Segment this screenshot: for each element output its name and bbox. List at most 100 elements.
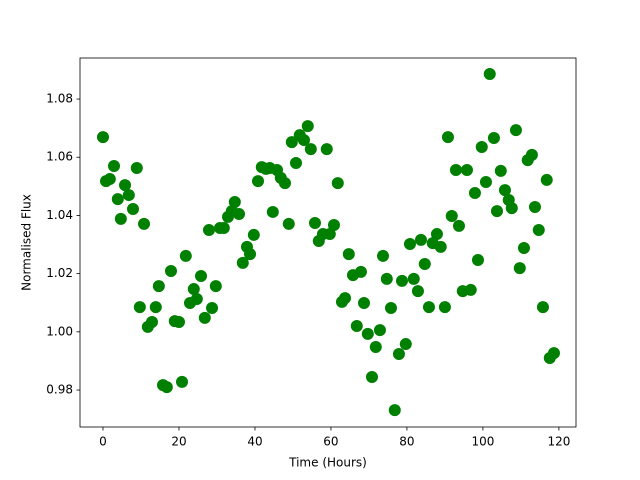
point — [320, 143, 333, 156]
point — [198, 311, 211, 324]
point — [407, 272, 420, 285]
x-tick-label: 20 — [171, 435, 186, 449]
point — [388, 404, 401, 417]
point — [445, 210, 458, 223]
point — [278, 177, 291, 190]
point — [289, 157, 302, 170]
y-tick-label: 1.04 — [46, 208, 73, 222]
point — [122, 189, 135, 202]
point — [528, 200, 541, 213]
point — [327, 219, 340, 232]
x-axis-label: Time (Hours) — [288, 456, 367, 470]
point — [449, 164, 462, 177]
point — [373, 324, 386, 337]
point — [376, 249, 389, 262]
x-tick-label: 40 — [247, 435, 262, 449]
point — [441, 131, 454, 144]
point — [452, 219, 465, 232]
point — [108, 159, 121, 172]
point — [130, 162, 143, 175]
point — [369, 340, 382, 353]
point — [304, 143, 317, 156]
point — [418, 258, 431, 271]
point — [411, 285, 424, 298]
point — [179, 249, 192, 262]
point — [301, 120, 314, 133]
y-tick-label: 1.02 — [46, 266, 73, 280]
point — [217, 221, 230, 234]
point — [119, 179, 132, 192]
point — [228, 196, 241, 209]
point — [339, 292, 352, 305]
point — [357, 297, 370, 310]
point — [487, 132, 500, 145]
point — [422, 301, 435, 314]
point — [209, 280, 222, 293]
point — [505, 202, 518, 215]
point — [392, 347, 405, 360]
point — [187, 283, 200, 296]
point — [354, 265, 367, 278]
x-tick-label: 100 — [471, 435, 494, 449]
point — [160, 381, 173, 394]
x-tick-label: 0 — [99, 435, 107, 449]
point — [498, 184, 511, 197]
point — [471, 253, 484, 266]
point — [103, 173, 116, 186]
point — [513, 262, 526, 275]
point — [460, 164, 473, 177]
point — [361, 327, 374, 340]
point — [266, 205, 279, 218]
point — [202, 223, 215, 236]
point — [323, 228, 336, 241]
point — [395, 274, 408, 287]
point — [342, 248, 355, 261]
point — [285, 136, 298, 149]
point — [468, 187, 481, 200]
point — [540, 173, 553, 186]
point — [494, 164, 507, 177]
point — [138, 217, 151, 230]
x-tick-label: 60 — [323, 435, 338, 449]
point — [464, 283, 477, 296]
y-tick-label: 1.06 — [46, 150, 73, 164]
point — [475, 141, 488, 154]
point — [479, 175, 492, 188]
point — [380, 272, 393, 285]
y-axis-label: Normalised Flux — [20, 194, 34, 291]
point — [532, 223, 545, 236]
point — [251, 175, 264, 188]
point — [244, 248, 257, 261]
point — [96, 131, 109, 144]
point — [399, 338, 412, 351]
point — [111, 193, 124, 206]
point — [434, 240, 447, 253]
y-tick-label: 0.98 — [46, 383, 73, 397]
point — [145, 315, 158, 328]
point — [414, 233, 427, 246]
point — [430, 228, 443, 241]
point — [195, 269, 208, 282]
point — [133, 301, 146, 314]
point — [308, 217, 321, 230]
plot-frame — [79, 57, 577, 428]
point — [536, 301, 549, 314]
point — [176, 375, 189, 388]
point — [517, 242, 530, 255]
point — [152, 280, 165, 293]
x-tick-label: 80 — [399, 435, 414, 449]
point — [384, 301, 397, 314]
point — [403, 237, 416, 250]
point — [525, 148, 538, 161]
point — [190, 292, 203, 305]
point — [297, 134, 310, 147]
x-tick-label: 120 — [547, 435, 570, 449]
point — [206, 301, 219, 314]
point — [247, 228, 260, 241]
point — [282, 217, 295, 230]
point — [438, 301, 451, 314]
point — [114, 212, 127, 225]
point — [483, 68, 496, 81]
point — [233, 207, 246, 220]
